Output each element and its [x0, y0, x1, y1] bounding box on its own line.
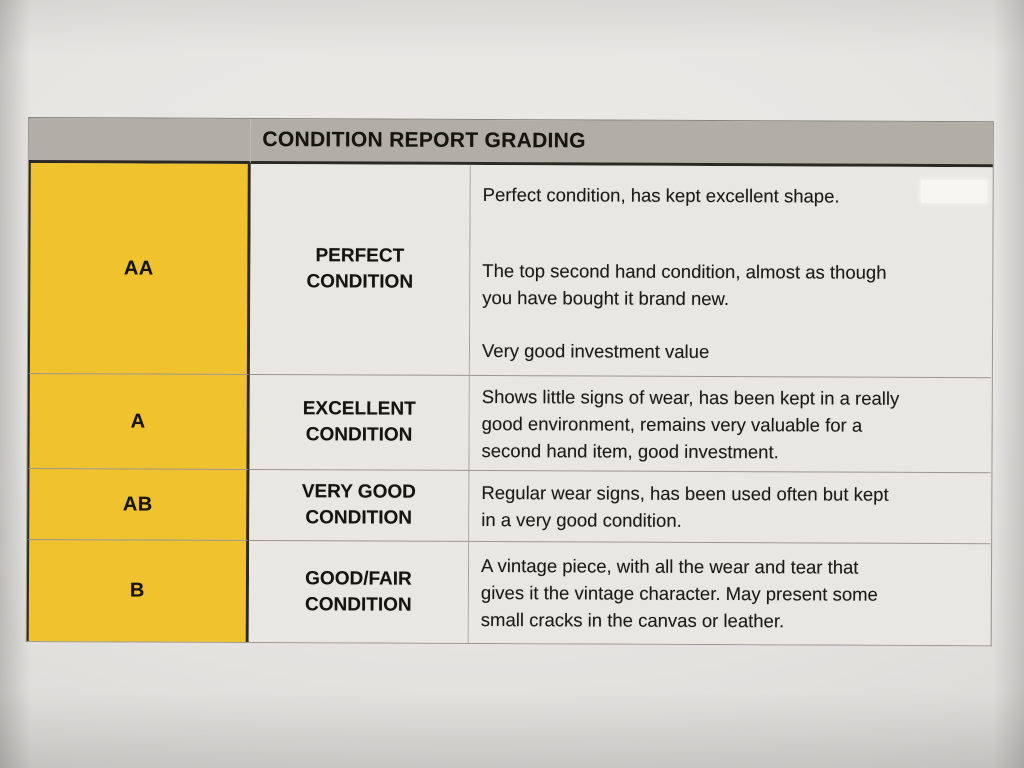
description-paragraph: Perfect condition, has kept excellent sh…: [482, 183, 840, 207]
condition-report-table: CONDITION REPORT GRADING AA PERFECT COND…: [25, 117, 994, 647]
grading-table-border: CONDITION REPORT GRADING AA PERFECT COND…: [25, 117, 994, 647]
grade-label-ab: AB: [122, 492, 153, 516]
condition-cell-b: GOOD/FAIR CONDITION: [248, 539, 470, 643]
condition-cell-aa: PERFECT CONDITION: [249, 163, 471, 375]
grade-label-a: A: [130, 409, 146, 433]
description-cell-ab: Regular wear signs, has been used often …: [469, 469, 991, 544]
page-title: CONDITION REPORT GRADING: [262, 128, 586, 153]
description-cell-b: A vintage piece, with all the wear and t…: [468, 540, 991, 646]
description-paragraph: The top second hand condition, almost as…: [482, 259, 887, 310]
table-row-b: B GOOD/FAIR CONDITION A vintage piece, w…: [26, 539, 991, 646]
table-header-row: CONDITION REPORT GRADING: [28, 118, 993, 168]
condition-cell-ab: VERY GOOD CONDITION: [249, 468, 470, 541]
grade-label-b: B: [129, 579, 145, 602]
description-cell-a: Shows little signs of wear, has been kep…: [469, 374, 991, 473]
description-paragraph: Regular wear signs, has been used often …: [481, 481, 889, 531]
whiteout-mark: [921, 180, 987, 203]
grade-cell-ab: AB: [27, 468, 250, 540]
header-empty-cell: [28, 118, 251, 164]
table-row-a: A EXCELLENT CONDITION Shows little signs…: [27, 373, 991, 473]
grade-cell-aa: AA: [27, 163, 251, 374]
grade-label-aa: AA: [123, 256, 154, 280]
table-row-aa: AA PERFECT CONDITION Perfect condition, …: [27, 163, 993, 378]
header-title-cell: CONDITION REPORT GRADING: [250, 118, 993, 168]
description-cell-aa: Perfect condition, has kept excellent sh…: [469, 164, 992, 378]
condition-name-a: EXCELLENT CONDITION: [302, 398, 416, 446]
grade-cell-b: B: [26, 539, 250, 642]
description-paragraph: A vintage piece, with all the wear and t…: [480, 554, 878, 632]
description-paragraph: Very good investment value: [481, 339, 710, 362]
condition-name-ab: VERY GOOD CONDITION: [301, 481, 416, 529]
description-paragraph: Shows little signs of wear, has been kep…: [481, 385, 900, 462]
condition-name-aa: PERFECT CONDITION: [306, 245, 414, 293]
condition-cell-a: EXCELLENT CONDITION: [249, 373, 470, 470]
table-row-ab: AB VERY GOOD CONDITION Regular wear sign…: [27, 468, 991, 544]
grade-cell-a: A: [27, 373, 250, 469]
condition-name-b: GOOD/FAIR CONDITION: [305, 567, 412, 616]
